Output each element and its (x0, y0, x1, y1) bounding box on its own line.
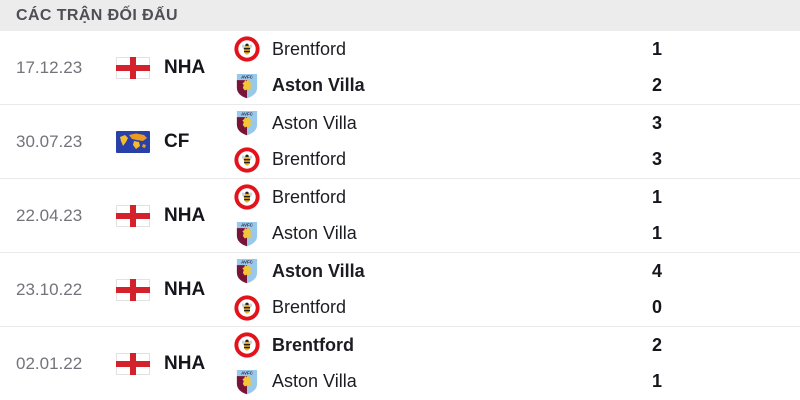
brentford-logo-icon (234, 36, 260, 62)
match-date: 23.10.22 (16, 279, 83, 299)
team-name: Aston Villa (272, 223, 357, 244)
competition-code: NHA (164, 278, 206, 300)
brentford-logo-icon (234, 147, 260, 173)
match-date: 17.12.23 (16, 57, 83, 77)
teams: Brentford 2 AVFC Aston Villa 1 (234, 327, 800, 400)
team-score: 2 (651, 334, 662, 355)
competition: NHA (116, 204, 234, 227)
team-score: 1 (651, 223, 662, 244)
competition: NHA (116, 278, 234, 301)
team-name: Aston Villa (272, 371, 357, 392)
competition: NHA (116, 56, 234, 79)
brentford-logo-icon (234, 295, 260, 321)
england-flag-icon (116, 56, 150, 79)
aston-villa-logo-icon: AVFC (234, 110, 260, 136)
team-line: AVFC Aston Villa 1 (234, 216, 800, 253)
team-name: Brentford (272, 334, 354, 355)
match-date: 02.01.22 (16, 353, 83, 373)
competition: NHA (116, 352, 234, 375)
match-list: 17.12.23 NHA Brentford 1 AVFC Aston Vill… (0, 31, 800, 400)
team-line: Brentford 2 (234, 327, 800, 364)
team-score: 3 (651, 149, 662, 170)
teams: Brentford 1 AVFC Aston Villa 1 (234, 179, 800, 252)
team-name: Brentford (272, 186, 347, 207)
aston-villa-logo-icon: AVFC (234, 258, 260, 284)
team-name: Brentford (272, 149, 347, 170)
world-map-flag-icon (116, 130, 150, 153)
teams: AVFC Aston Villa 3 Brentford 3 (234, 105, 800, 178)
teams: Brentford 1 AVFC Aston Villa 2 (234, 31, 800, 104)
team-score: 1 (651, 38, 662, 59)
svg-text:AVFC: AVFC (241, 260, 253, 265)
competition-code: NHA (164, 56, 206, 78)
competition-code: NHA (164, 204, 206, 226)
match-row[interactable]: 30.07.23 CF AVFC Aston Villa 3 Brentford… (0, 104, 800, 178)
svg-text:AVFC: AVFC (241, 370, 253, 375)
team-score: 3 (651, 112, 662, 133)
competition: CF (116, 130, 234, 153)
match-row[interactable]: 23.10.22 NHA AVFC Aston Villa 4 Brentfor… (0, 252, 800, 326)
aston-villa-logo-icon: AVFC (234, 73, 260, 99)
team-score: 1 (651, 371, 662, 392)
svg-text:AVFC: AVFC (241, 222, 253, 227)
team-line: Brentford 0 (234, 290, 800, 327)
team-name: Aston Villa (272, 112, 357, 133)
team-line: AVFC Aston Villa 3 (234, 105, 800, 142)
team-score: 2 (651, 75, 662, 96)
team-line: Brentford 1 (234, 31, 800, 68)
team-name: Aston Villa (272, 260, 365, 281)
section-header: CÁC TRẬN ĐỐI ĐẤU (0, 0, 800, 31)
team-score: 0 (651, 297, 662, 318)
match-row[interactable]: 17.12.23 NHA Brentford 1 AVFC Aston Vill… (0, 31, 800, 104)
match-row[interactable]: 22.04.23 NHA Brentford 1 AVFC Aston Vill… (0, 178, 800, 252)
team-name: Brentford (272, 38, 347, 59)
svg-text:AVFC: AVFC (241, 74, 253, 79)
team-line: AVFC Aston Villa 2 (234, 68, 800, 105)
match-date: 30.07.23 (16, 131, 83, 151)
competition-code: CF (164, 130, 190, 152)
teams: AVFC Aston Villa 4 Brentford 0 (234, 253, 800, 326)
england-flag-icon (116, 204, 150, 227)
team-line: Brentford 1 (234, 179, 800, 216)
england-flag-icon (116, 278, 150, 301)
aston-villa-logo-icon: AVFC (234, 221, 260, 247)
brentford-logo-icon (234, 332, 260, 358)
svg-text:AVFC: AVFC (241, 112, 253, 117)
section-title: CÁC TRẬN ĐỐI ĐẤU (16, 6, 178, 24)
match-date: 22.04.23 (16, 205, 83, 225)
team-name: Aston Villa (272, 75, 365, 96)
team-name: Brentford (272, 297, 347, 318)
team-score: 1 (651, 186, 662, 207)
team-score: 4 (651, 260, 662, 281)
match-row[interactable]: 02.01.22 NHA Brentford 2 AVFC Aston Vill… (0, 326, 800, 400)
aston-villa-logo-icon: AVFC (234, 369, 260, 395)
team-line: Brentford 3 (234, 142, 800, 179)
team-line: AVFC Aston Villa 1 (234, 364, 800, 400)
team-line: AVFC Aston Villa 4 (234, 253, 800, 290)
brentford-logo-icon (234, 184, 260, 210)
england-flag-icon (116, 352, 150, 375)
competition-code: NHA (164, 352, 206, 374)
